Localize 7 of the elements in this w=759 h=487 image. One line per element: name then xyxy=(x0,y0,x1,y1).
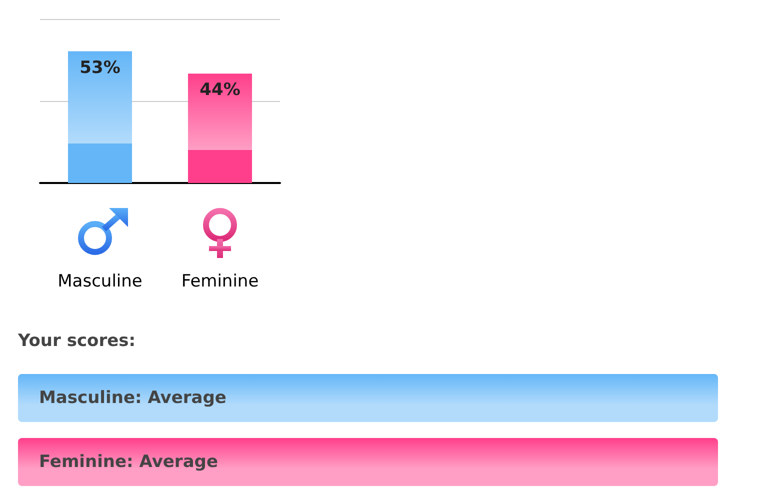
data-label: 53% xyxy=(80,58,120,78)
data-label: 44% xyxy=(200,80,240,100)
x-tick-label: Masculine xyxy=(58,272,142,292)
text: Your scores: xyxy=(18,331,136,351)
score-banner: Feminine: Average xyxy=(18,438,718,486)
x-tick-label: Feminine xyxy=(181,272,259,292)
score-banner: Masculine: Average xyxy=(18,374,718,422)
